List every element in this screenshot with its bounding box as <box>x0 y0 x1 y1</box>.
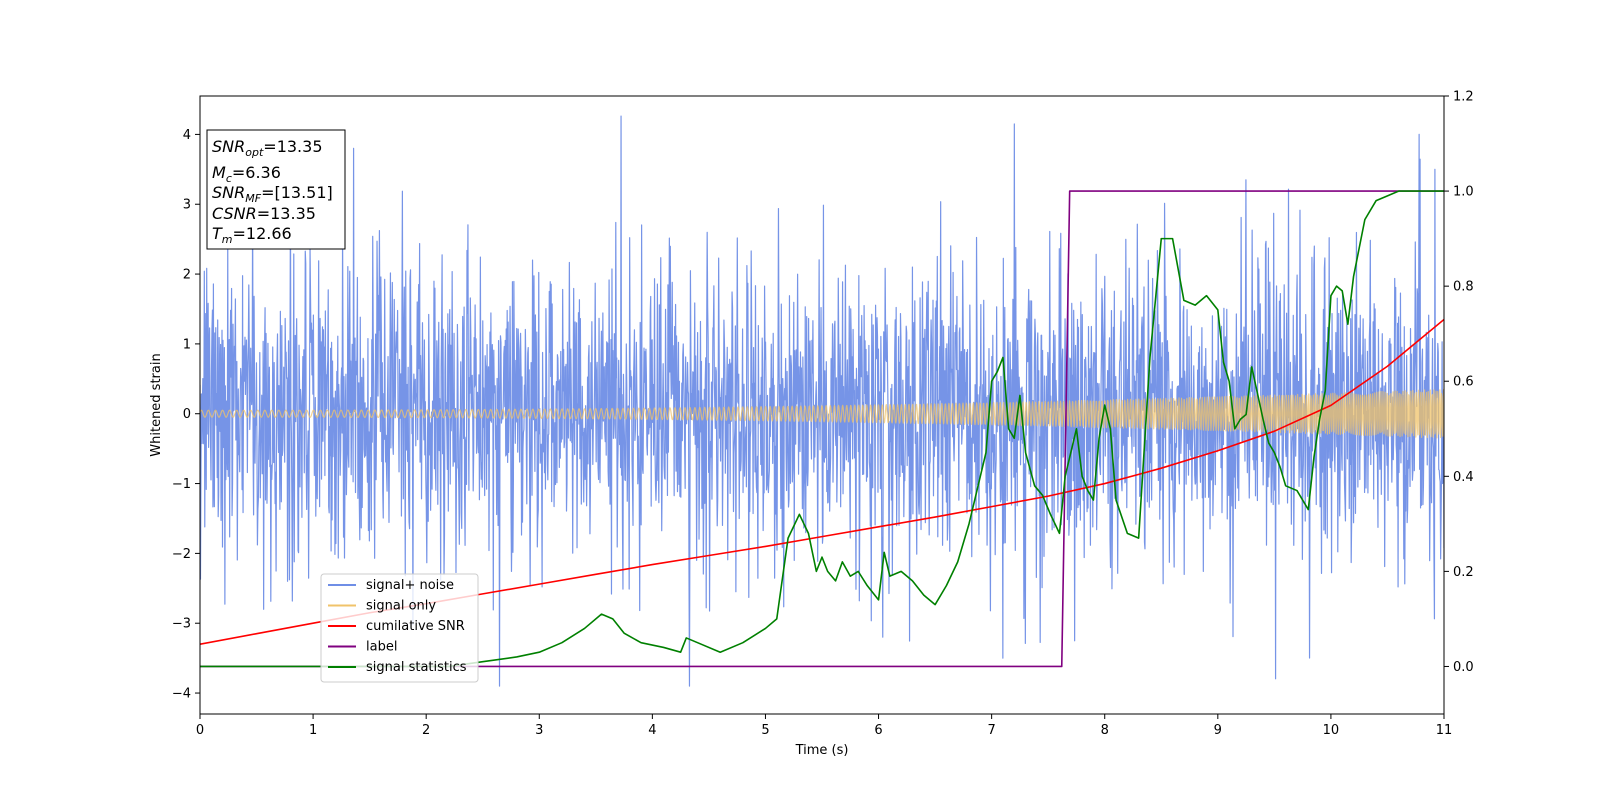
annotation-value: =12.66 <box>233 224 292 243</box>
y-tick-label: −3 <box>172 617 191 632</box>
annotation-variable: M <box>212 163 226 182</box>
legend-label: signal only <box>366 599 436 614</box>
x-tick-label: 2 <box>422 723 430 738</box>
y-tick-label: 2 <box>183 268 191 283</box>
x-tick-label: 6 <box>874 723 882 738</box>
annotation-variable: T <box>212 224 223 243</box>
y-tick-label: 0 <box>183 407 191 422</box>
series-line-signal-statistics <box>200 190 1444 668</box>
y2-tick-label: 0.4 <box>1453 470 1474 485</box>
legend-label: cumilative SNR <box>366 619 465 634</box>
y-tick-label: −2 <box>172 547 191 562</box>
x-tick-label: 0 <box>196 723 204 738</box>
annotation-subscript: MF <box>245 192 261 205</box>
x-tick-label: 11 <box>1436 723 1453 738</box>
legend-label: signal+ noise <box>366 578 454 593</box>
y2-tick-label: 1.0 <box>1453 185 1474 200</box>
annotation-subscript: opt <box>245 146 264 159</box>
y-axis-label: Whitened strain <box>149 353 164 456</box>
x-tick-label: 7 <box>987 723 995 738</box>
y2-tick-label: 0.0 <box>1453 660 1474 675</box>
y-tick-label: 3 <box>183 198 191 213</box>
y-tick-label: 4 <box>183 128 191 143</box>
x-axis-label: Time (s) <box>795 743 849 758</box>
x-tick-label: 5 <box>761 723 769 738</box>
annotation-line: CSNR=13.35 <box>212 204 316 223</box>
annotation-line: Tm=12.66 <box>212 224 292 246</box>
x-axis: 0 1 2 3 4 5 6 7 8 9 10 11 <box>196 714 1452 738</box>
y-tick-label: −1 <box>172 477 191 492</box>
x-tick-label: 3 <box>535 723 543 738</box>
x-tick-label: 10 <box>1323 723 1340 738</box>
y-axis-right: 0.0 0.2 0.4 0.6 0.8 1.0 1.2 <box>1444 90 1474 675</box>
annotation-value: =13.35 <box>257 204 316 223</box>
annotation-box: SNRopt=13.35Mc=6.36SNRMF=[13.51]CSNR=13.… <box>206 129 346 250</box>
x-tick-label: 4 <box>648 723 656 738</box>
annotation-variable: CSNR <box>212 204 257 223</box>
annotation-value: =[13.51] <box>261 183 333 202</box>
legend: signal+ noise signal only cumilative SNR la… <box>320 573 479 683</box>
y-tick-label: −4 <box>172 687 191 702</box>
plot-frame <box>199 95 1445 715</box>
x-tick-label: 1 <box>309 723 317 738</box>
y-tick-label: 1 <box>183 337 191 352</box>
series-line-signal-only <box>200 388 1444 439</box>
annotation-value: =6.36 <box>232 163 281 182</box>
annotation-variable: SNR <box>212 183 245 202</box>
x-tick-label: 8 <box>1101 723 1109 738</box>
series-line-label <box>200 190 1444 668</box>
y2-tick-label: 1.2 <box>1453 90 1474 105</box>
annotation-line: Mc=6.36 <box>212 163 281 185</box>
legend-frame <box>320 573 479 683</box>
annotation-line: SNRopt=13.35 <box>212 137 323 159</box>
y2-tick-label: 0.6 <box>1453 375 1474 390</box>
legend-label: label <box>366 640 397 655</box>
y2-tick-label: 0.8 <box>1453 280 1474 295</box>
annotation-value: =13.35 <box>263 137 322 156</box>
annotation-frame <box>206 129 346 250</box>
annotation-subscript: m <box>222 233 233 246</box>
y2-tick-label: 0.2 <box>1453 565 1474 580</box>
annotation-variable: SNR <box>212 137 245 156</box>
legend-label: signal statistics <box>366 660 467 675</box>
annotation-subscript: c <box>226 172 232 185</box>
y-axis-left: −4 −3 −2 −1 0 1 2 3 4 <box>172 128 200 702</box>
x-tick-label: 9 <box>1214 723 1222 738</box>
annotation-line: SNRMF=[13.51] <box>212 183 333 205</box>
